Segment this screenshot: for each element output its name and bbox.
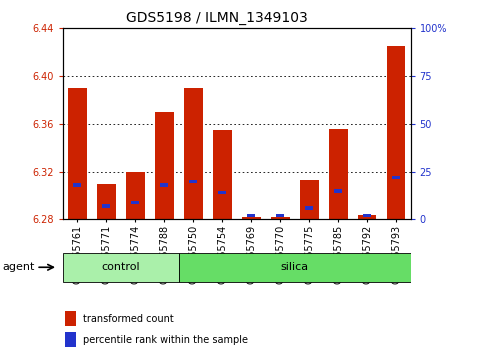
Text: transformed count: transformed count (83, 314, 174, 324)
Bar (184, 88, 203, 219)
Text: silica: silica (281, 262, 309, 272)
Bar (242, 217, 261, 219)
Bar (334, 189, 342, 193)
Text: GDS5198 / ILMN_1349103: GDS5198 / ILMN_1349103 (127, 11, 308, 25)
Bar (126, 172, 145, 219)
Bar (97, 184, 116, 219)
Bar (213, 130, 232, 219)
Bar (73, 183, 81, 187)
Bar (329, 129, 348, 219)
Text: agent: agent (2, 262, 35, 272)
Bar (358, 215, 377, 219)
Bar (189, 179, 197, 183)
Bar (179, 253, 411, 282)
Bar (65, 311, 76, 326)
Bar (218, 191, 226, 194)
Bar (131, 201, 139, 204)
Bar (160, 183, 168, 187)
Bar (102, 204, 110, 208)
Bar (63, 253, 179, 282)
Bar (305, 206, 313, 210)
Text: percentile rank within the sample: percentile rank within the sample (83, 335, 248, 345)
Bar (276, 214, 284, 217)
Bar (387, 46, 406, 219)
Bar (270, 217, 290, 219)
Bar (363, 214, 371, 217)
Bar (247, 214, 255, 217)
Bar (299, 180, 319, 219)
Bar (65, 332, 76, 347)
Text: control: control (101, 262, 140, 272)
Bar (155, 112, 174, 219)
Bar (68, 88, 87, 219)
Bar (392, 176, 400, 179)
